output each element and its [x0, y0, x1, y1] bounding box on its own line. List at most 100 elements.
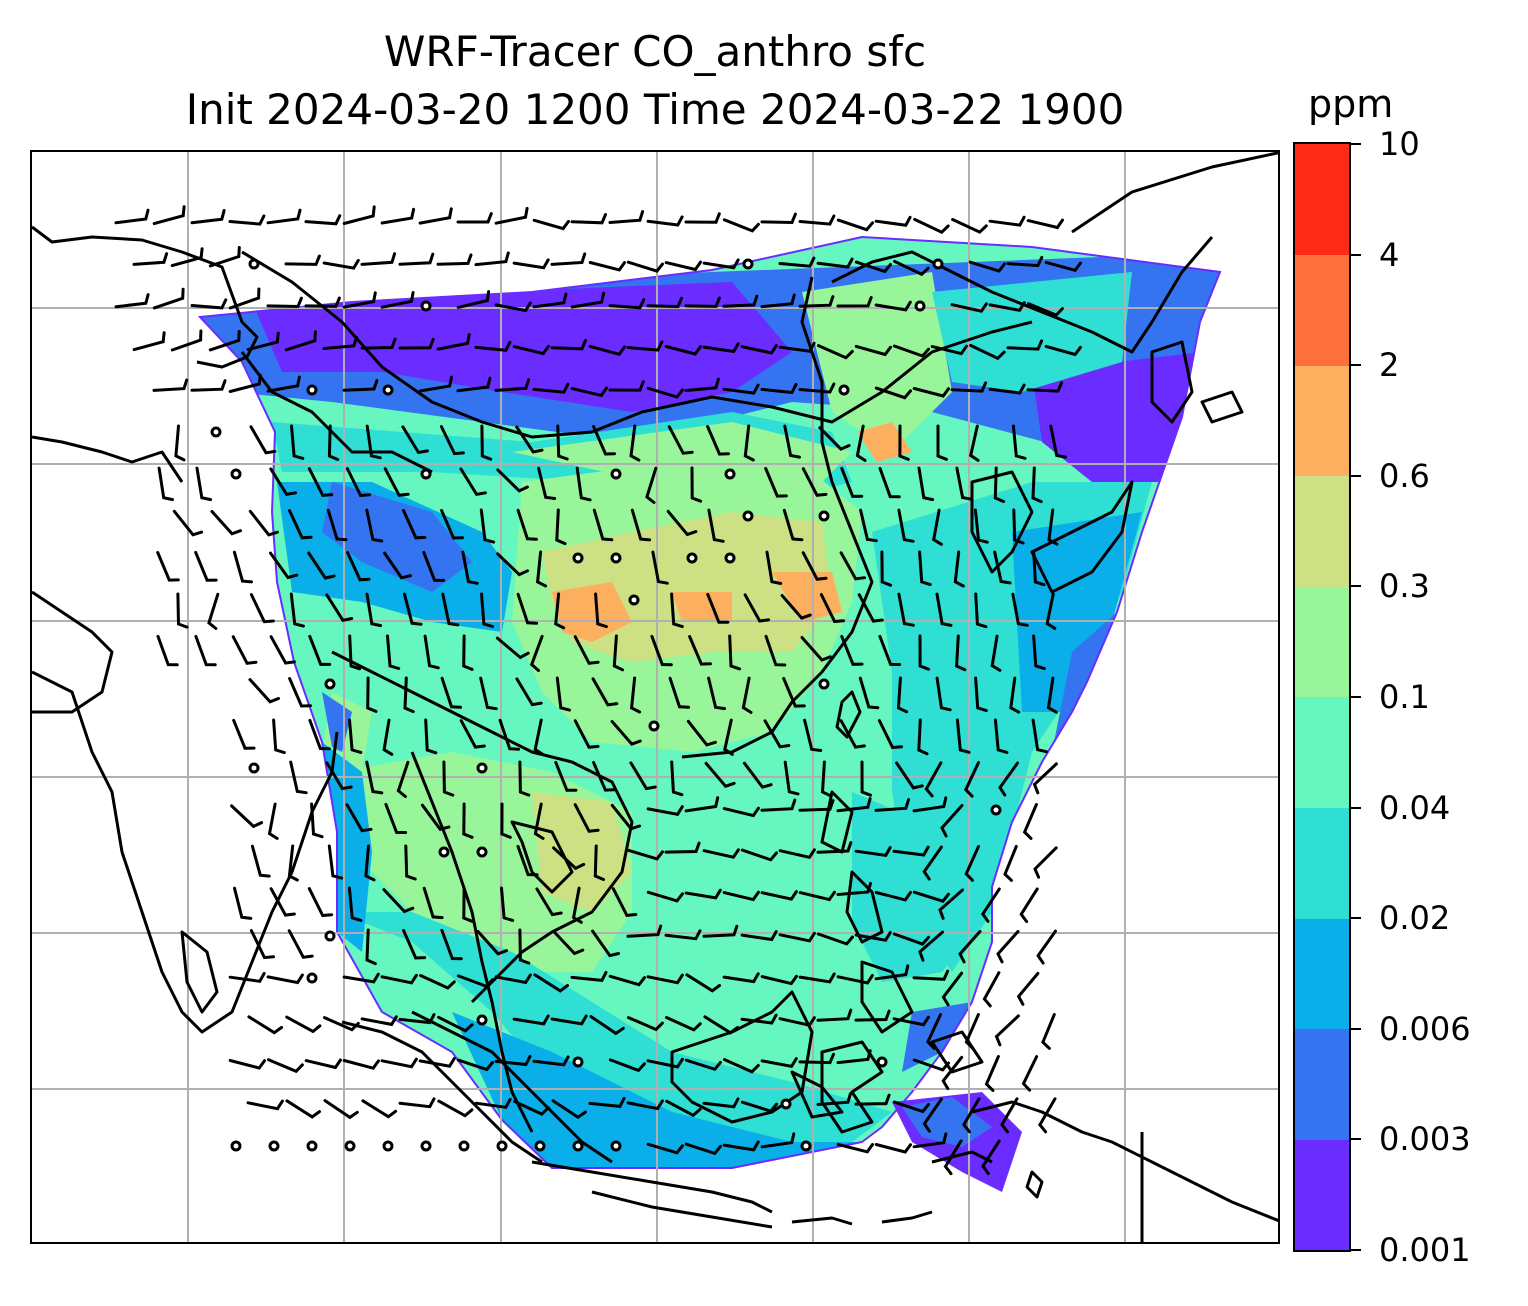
wind-barb: [474, 1097, 512, 1109]
wind-barb: [630, 676, 642, 714]
wind-barb: [950, 302, 988, 313]
wind-barb: [964, 761, 980, 798]
wind-barb: [342, 379, 379, 392]
wind-barb: [646, 805, 684, 816]
wind-barb: [345, 803, 373, 833]
wind-barb: [310, 802, 324, 839]
wind-barb: [801, 551, 828, 581]
colorbar-segment: [1295, 475, 1349, 587]
wind-barb: [912, 796, 948, 813]
wind-barb: [912, 890, 950, 903]
wind-barb: [1031, 718, 1048, 754]
wind-barb: [854, 1093, 891, 1106]
calm-wind-marker: [724, 552, 736, 564]
wind-barb: [494, 301, 532, 313]
wind-barb: [479, 676, 498, 711]
wind-barb: [930, 344, 968, 356]
wind-barb: [459, 719, 486, 749]
wind-barb: [402, 929, 427, 960]
wind-barb: [651, 550, 669, 585]
wind-barb: [247, 1015, 284, 1035]
wind-barb: [690, 466, 703, 503]
wind-barb: [1044, 344, 1082, 357]
wind-barb: [552, 930, 585, 956]
wind-barb: [342, 972, 380, 984]
calm-wind-marker: [724, 468, 736, 480]
wind-barb: [897, 592, 915, 627]
colorbar-tick-label: 0.02: [1379, 899, 1451, 938]
wind-barb: [941, 971, 964, 1007]
wind-barb: [608, 298, 646, 310]
colorbar-tick-label: 0.003: [1379, 1120, 1471, 1159]
wind-barb: [532, 218, 570, 231]
wind-barb: [608, 1058, 646, 1073]
wind-barb: [342, 205, 376, 225]
wind-barb: [496, 468, 529, 493]
colorbar-segment: [1295, 254, 1349, 366]
colorbar-tick: [1351, 585, 1361, 588]
wind-barb: [157, 466, 174, 502]
wind-barb: [874, 798, 911, 812]
wind-barb: [325, 593, 354, 622]
wind-barb: [1036, 929, 1057, 965]
calm-wind-marker: [572, 1056, 584, 1068]
wind-barb: [476, 930, 508, 956]
wind-barb: [346, 551, 371, 582]
wind-barb: [798, 972, 836, 984]
wind-barb: [554, 592, 566, 630]
wind-barb: [816, 932, 854, 946]
wind-barb: [608, 380, 645, 392]
wind-barb: [380, 291, 415, 309]
wind-barb: [703, 1015, 739, 1035]
wind-barb: [571, 886, 583, 924]
wind-barb: [859, 508, 878, 543]
wind-barb: [684, 1058, 722, 1072]
colorbar-tick-label: 0.04: [1379, 788, 1451, 827]
wind-barb: [953, 550, 965, 588]
wind-barb: [688, 635, 712, 666]
calm-wind-marker: [230, 1140, 242, 1152]
wind-barb: [924, 761, 943, 798]
wind-barb: [1022, 803, 1038, 840]
wind-barb: [1045, 592, 1057, 630]
wind-barb: [740, 848, 778, 862]
wind-barb: [668, 676, 690, 709]
colorbar-tick: [1351, 364, 1361, 367]
colorbar-tick-label: 0.6: [1379, 456, 1430, 495]
wind-barb: [1046, 676, 1058, 714]
wind-barb: [228, 214, 266, 226]
wind-barb: [326, 508, 348, 542]
wind-barb: [207, 592, 220, 630]
map-panel: [30, 150, 1280, 1244]
wind-barb: [440, 676, 462, 709]
wind-barb: [382, 718, 394, 756]
wind-barb: [1006, 339, 1044, 351]
wind-barb: [994, 1014, 1020, 1047]
wind-barb: [988, 301, 1026, 312]
wind-barb: [798, 295, 835, 308]
wind-barb: [839, 551, 867, 581]
wind-barb: [964, 1013, 980, 1050]
wind-barb: [936, 424, 948, 461]
wind-barb: [323, 1016, 360, 1032]
wind-barb: [1026, 302, 1064, 317]
wind-barb: [588, 1096, 626, 1108]
wind-barb: [760, 212, 797, 225]
colorbar-tick-label: 2: [1379, 346, 1400, 385]
wind-barb: [533, 973, 569, 993]
wind-barb: [512, 344, 550, 356]
colorbar-segment: [1295, 807, 1349, 919]
wind-barb: [912, 1132, 948, 1149]
wind-barb: [570, 213, 607, 225]
wind-barb: [593, 844, 605, 881]
wind-barb: [1031, 466, 1043, 504]
colorbar-tick: [1351, 696, 1361, 698]
wind-barb: [685, 973, 721, 993]
wind-barb: [760, 798, 797, 812]
wind-barb: [798, 799, 835, 812]
wind-barb: [403, 592, 423, 626]
wind-barb: [935, 592, 953, 627]
wind-barb: [912, 1058, 950, 1072]
wind-barb: [702, 848, 740, 859]
calm-wind-marker: [420, 468, 432, 480]
